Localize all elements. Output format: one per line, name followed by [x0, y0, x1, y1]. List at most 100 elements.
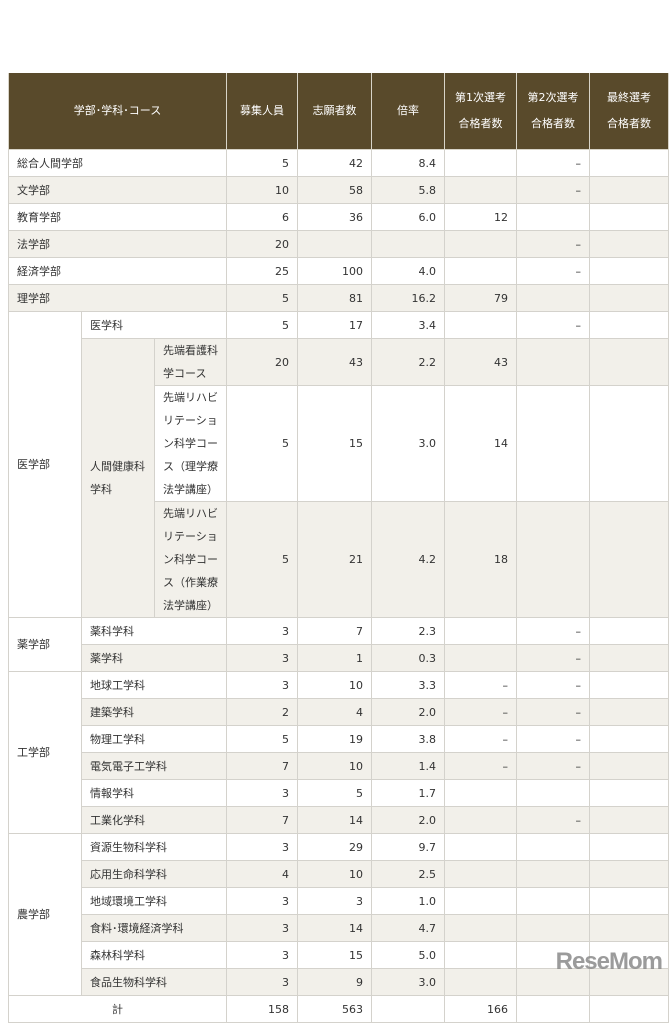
- table-row: 農学部 資源生物科学科 3 29 9.7: [8, 833, 669, 996]
- value-cell-0: 3: [226, 644, 298, 672]
- value-cell-2: [371, 230, 445, 258]
- value-cell-2: 4.0: [371, 257, 445, 285]
- value-cell-5: [589, 752, 669, 780]
- value-cell-1: 7: [297, 617, 372, 645]
- value-cell-4: [516, 833, 590, 861]
- value-cell-3: –: [444, 698, 517, 726]
- value-cell-0: 5: [226, 501, 298, 618]
- row-label: 経済学部: [8, 257, 227, 285]
- value-cell-5: [589, 176, 669, 204]
- value-cell-2: 8.4: [371, 149, 445, 177]
- value-cell-1: 21: [297, 501, 372, 618]
- value-cell-2: 6.0: [371, 203, 445, 231]
- value-cell-0: 3: [226, 887, 298, 915]
- row-label: 工業化学科: [81, 806, 227, 834]
- value-cell-4: –: [516, 230, 590, 258]
- value-cell-4: [516, 995, 590, 1023]
- header-col-2: 倍率: [371, 73, 445, 150]
- header-col-4: 第2次選考 合格者数: [516, 73, 590, 150]
- value-cell-4: [516, 860, 590, 888]
- row-label: 資源生物科学科: [81, 833, 227, 861]
- value-cell-0: 6: [226, 203, 298, 231]
- value-cell-1: [297, 230, 372, 258]
- value-cell-2: 0.3: [371, 644, 445, 672]
- value-cell-3: 79: [444, 284, 517, 312]
- value-cell-4: [516, 501, 590, 618]
- table-row: 建築学科 2 4 2.0– –: [9, 698, 669, 726]
- value-cell-3: [444, 644, 517, 672]
- value-cell-4: [516, 284, 590, 312]
- value-cell-3: 14: [444, 385, 517, 502]
- value-cell-1: 36: [297, 203, 372, 231]
- value-cell-1: 4: [297, 698, 372, 726]
- row-label: 薬学科: [81, 644, 227, 672]
- value-cell-3: 43: [444, 338, 517, 386]
- value-cell-5: [589, 230, 669, 258]
- row-label: 医学科: [81, 311, 227, 339]
- row-label: 計: [8, 995, 227, 1023]
- value-cell-3: 18: [444, 501, 517, 618]
- value-cell-3: [444, 230, 517, 258]
- value-cell-1: 9: [297, 968, 372, 996]
- group-label: 薬学部: [8, 617, 82, 672]
- header-col-3: 第1次選考 合格者数: [444, 73, 517, 150]
- value-cell-0: 4: [226, 860, 298, 888]
- value-cell-1: 15: [297, 385, 372, 502]
- value-cell-0: 7: [226, 752, 298, 780]
- header-col-5: 最終選考 合格者数: [589, 73, 669, 150]
- value-cell-3: [444, 176, 517, 204]
- table-row: 応用生命科学科 4 10 2.5: [9, 860, 669, 888]
- table-row: 食料･環境経済学科 3 14 4.7: [9, 914, 669, 942]
- row-label: 法学部: [8, 230, 227, 258]
- row-label: 建築学科: [81, 698, 227, 726]
- value-cell-1: 29: [297, 833, 372, 861]
- value-cell-2: 3.8: [371, 725, 445, 753]
- value-cell-3: –: [444, 725, 517, 753]
- value-cell-5: [589, 725, 669, 753]
- value-cell-1: 10: [297, 752, 372, 780]
- value-cell-5: [589, 203, 669, 231]
- value-cell-1: 14: [297, 914, 372, 942]
- row-label: 先端看護科学コース: [154, 338, 227, 386]
- value-cell-4: –: [516, 725, 590, 753]
- value-cell-1: 5: [297, 779, 372, 807]
- value-cell-4: –: [516, 698, 590, 726]
- value-cell-5: [589, 284, 669, 312]
- value-cell-0: 2: [226, 698, 298, 726]
- row-label: 文学部: [8, 176, 227, 204]
- value-cell-4: [516, 338, 590, 386]
- value-cell-1: 42: [297, 149, 372, 177]
- value-cell-1: 15: [297, 941, 372, 969]
- table-row: 情報学科 3 5 1.7: [9, 779, 669, 807]
- value-cell-4: –: [516, 752, 590, 780]
- value-cell-3: 166: [444, 995, 517, 1023]
- value-cell-2: 16.2: [371, 284, 445, 312]
- row-label: 電気電子工学科: [81, 752, 227, 780]
- row-label: 先端リハビリテーション科学コース（理学療法学講座）: [154, 385, 227, 502]
- row-label: 薬科学科: [81, 617, 227, 645]
- row-label: 地球工学科: [81, 671, 227, 699]
- value-cell-4: –: [516, 644, 590, 672]
- table-row: 電気電子工学科 7 10 1.4– –: [9, 752, 669, 780]
- value-cell-2: 1.0: [371, 887, 445, 915]
- header-col-0: 募集人員: [226, 73, 298, 150]
- table-row: 教育学部 6 36 6.0 12: [8, 203, 669, 231]
- value-cell-4: [516, 203, 590, 231]
- row-label: 総合人間学部: [8, 149, 227, 177]
- table-row: 物理工学科 5 19 3.8– –: [9, 725, 669, 753]
- row-label: 情報学科: [81, 779, 227, 807]
- table-row: 薬学科 3 1 0.3 –: [9, 644, 669, 672]
- value-cell-3: [444, 914, 517, 942]
- value-cell-4: –: [516, 176, 590, 204]
- row-label: 森林科学科: [81, 941, 227, 969]
- value-cell-1: 43: [297, 338, 372, 386]
- value-cell-3: [444, 833, 517, 861]
- value-cell-5: [589, 501, 669, 618]
- value-cell-2: 4.2: [371, 501, 445, 618]
- value-cell-4: [516, 914, 590, 942]
- value-cell-5: [589, 311, 669, 339]
- value-cell-2: 2.2: [371, 338, 445, 386]
- table-row: 法学部 20 –: [8, 230, 669, 258]
- value-cell-1: 10: [297, 671, 372, 699]
- value-cell-2: 3.4: [371, 311, 445, 339]
